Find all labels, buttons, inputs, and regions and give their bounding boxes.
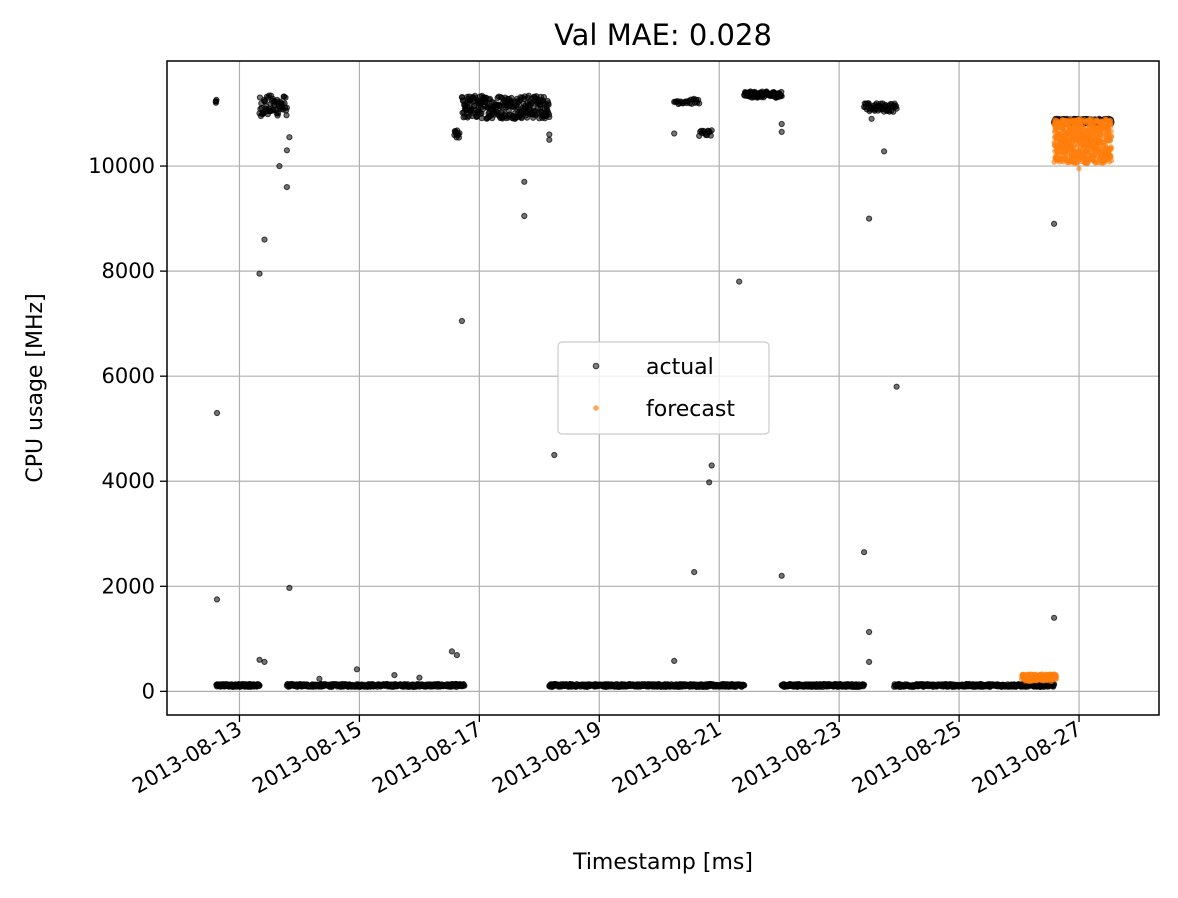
forecast-point — [1066, 158, 1072, 164]
actual-point — [1051, 614, 1058, 621]
actual-point — [546, 113, 553, 121]
actual-point — [213, 596, 221, 603]
actual-point — [316, 675, 323, 682]
actual-point — [416, 674, 423, 681]
actual-point — [866, 628, 873, 636]
actual-point — [283, 112, 290, 119]
forecast-point — [1076, 166, 1082, 172]
actual-point — [286, 134, 293, 141]
legend-marker-actual — [592, 362, 600, 370]
actual-point — [353, 666, 360, 673]
forecast-point — [1108, 158, 1114, 164]
actual-point — [458, 317, 465, 325]
actual-point — [453, 652, 460, 659]
y-tick-label: 0 — [142, 679, 155, 703]
actual-point — [261, 236, 268, 243]
actual-point — [671, 130, 678, 137]
actual-point — [540, 94, 548, 101]
actual-point — [521, 212, 528, 220]
y-tick-label: 4000 — [102, 469, 155, 493]
legend: actual forecast — [557, 341, 770, 435]
actual-point — [283, 184, 290, 191]
y-axis-label: CPU usage [MHz] — [23, 293, 48, 482]
actual-point — [546, 136, 553, 143]
actual-point — [861, 549, 868, 556]
actual-point — [778, 128, 785, 135]
legend-box — [557, 341, 770, 435]
actual-point — [778, 572, 785, 579]
actual-point — [893, 383, 900, 390]
actual-point — [551, 451, 558, 459]
actual-point — [448, 648, 455, 655]
actual-point — [741, 682, 748, 689]
legend-label-actual: actual — [646, 355, 714, 380]
actual-point — [286, 584, 293, 592]
y-tick-label: 8000 — [102, 259, 155, 283]
actual-point — [778, 93, 785, 100]
actual-point — [868, 115, 875, 122]
actual-point — [276, 163, 283, 170]
plot-frame — [166, 60, 1160, 716]
actual-point — [283, 104, 290, 111]
chart-title: Val MAE: 0.028 — [554, 18, 772, 52]
x-axis-label: Timestamp [ms] — [572, 850, 753, 875]
actual-point — [1051, 220, 1058, 227]
actual-point — [706, 479, 713, 486]
actual-point — [696, 100, 703, 107]
actual-point — [861, 681, 868, 688]
actual-point — [261, 658, 268, 666]
actual-point — [866, 658, 873, 666]
forecast-point — [1053, 674, 1060, 680]
forecast-point — [1108, 134, 1115, 140]
actual-point — [707, 132, 714, 139]
forecast-point — [1108, 128, 1114, 134]
forecast-point — [1108, 145, 1114, 151]
actual-point — [691, 569, 698, 576]
actual-point — [736, 278, 743, 285]
actual-point — [213, 409, 221, 417]
actual-point — [708, 462, 715, 469]
actual-point — [391, 672, 398, 679]
actual-point — [866, 215, 873, 222]
actual-point — [461, 682, 468, 689]
actual-point — [893, 105, 900, 112]
actual-point — [708, 127, 715, 134]
y-axis: 0 2000 4000 6000 8000 10000 — [88, 154, 167, 703]
y-tick-label: 2000 — [102, 574, 155, 598]
y-tick-label: 6000 — [102, 364, 155, 388]
y-tick-label: 10000 — [88, 154, 155, 178]
actual-point — [456, 130, 463, 137]
actual-point — [256, 270, 263, 277]
actual-point — [521, 178, 528, 185]
actual-point — [283, 147, 290, 154]
actual-point — [213, 96, 220, 104]
actual-point — [546, 131, 553, 138]
actual-point — [881, 148, 888, 155]
legend-marker-forecast — [593, 405, 599, 411]
actual-point — [778, 120, 785, 128]
actual-point — [256, 656, 263, 663]
actual-point — [256, 682, 263, 689]
actual-point — [282, 94, 289, 101]
forecast-point — [1108, 120, 1114, 127]
forecast-series — [1018, 116, 1115, 685]
actual-point — [671, 657, 678, 665]
legend-label-forecast: forecast — [646, 397, 735, 422]
actual-point — [545, 101, 552, 108]
